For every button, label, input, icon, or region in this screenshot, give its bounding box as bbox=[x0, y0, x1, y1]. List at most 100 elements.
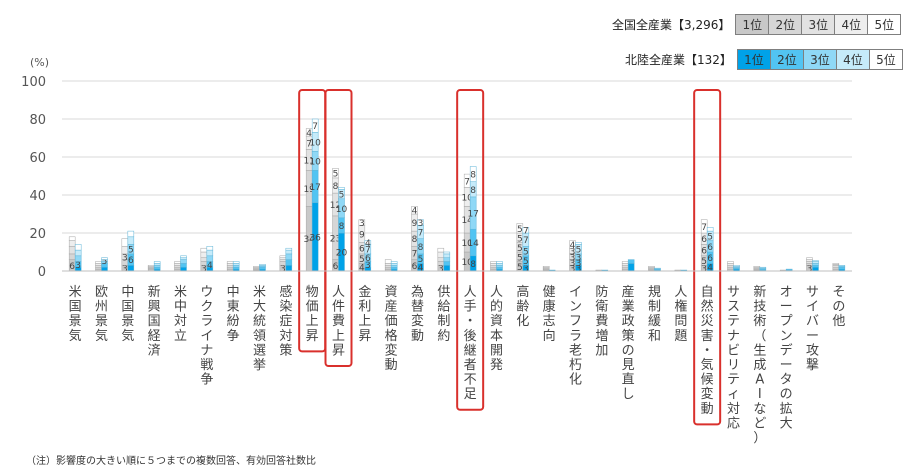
bar-segment bbox=[285, 253, 293, 260]
data-label: 3 bbox=[807, 265, 813, 275]
data-label: 3 bbox=[359, 219, 365, 229]
bar-segment bbox=[812, 260, 819, 262]
x-tick-label: 新技術（生成 A I など） bbox=[753, 284, 766, 445]
data-label: 3 bbox=[523, 265, 529, 275]
bar-segment bbox=[390, 265, 398, 268]
data-label: 5 bbox=[523, 257, 529, 267]
data-label: 17 bbox=[309, 183, 320, 193]
bar-segment bbox=[200, 261, 208, 266]
bar-segment bbox=[496, 261, 503, 264]
data-label: 8 bbox=[470, 260, 476, 270]
data-label: 34 bbox=[303, 235, 315, 245]
bar-segment bbox=[121, 238, 129, 247]
legend-national: 全国全産業【3,296】 1位 2位 3位 4位 5位 bbox=[612, 14, 902, 35]
data-label: 3 bbox=[365, 261, 371, 271]
bar-segment bbox=[706, 227, 714, 232]
data-label: 6 bbox=[707, 243, 713, 253]
data-label: 10 bbox=[461, 258, 473, 268]
data-label: 7 bbox=[412, 249, 418, 259]
x-tick-label: インフラ老朽化 bbox=[569, 285, 582, 388]
data-label: 12 bbox=[330, 201, 341, 211]
bar-segment bbox=[496, 266, 503, 270]
bar-segment bbox=[384, 259, 392, 264]
bar-segment bbox=[153, 265, 161, 268]
data-label: 3 bbox=[122, 265, 128, 275]
data-label: 7 bbox=[312, 122, 318, 132]
legend-national-rank-3: 3位 bbox=[801, 14, 836, 35]
bar-segment bbox=[437, 261, 445, 266]
data-label: 4 bbox=[418, 264, 424, 274]
bar-segment bbox=[332, 168, 339, 179]
x-tick-label: 産業政策の見直し bbox=[622, 284, 635, 402]
bar-segment bbox=[621, 266, 629, 270]
bar-segment bbox=[806, 259, 813, 262]
legend-national-rank-1: 1位 bbox=[735, 14, 770, 35]
bar-segment bbox=[180, 257, 187, 260]
data-label: 7 bbox=[523, 227, 529, 237]
footnote: （注）影響度の大きい順に５つまでの複数回答、有効回答社数比 bbox=[26, 456, 316, 467]
data-label: 5 bbox=[517, 253, 523, 263]
bar-segment bbox=[74, 255, 82, 262]
legend-hokuriku: 北陸全産業【132】 1位 2位 3位 4位 5位 bbox=[625, 49, 903, 70]
bar-segment bbox=[411, 206, 418, 215]
data-label: 3 bbox=[418, 219, 424, 229]
y-tick-label: 0 bbox=[38, 265, 46, 280]
bar-segment bbox=[654, 267, 661, 270]
legend-national-rank-4: 4位 bbox=[834, 14, 869, 35]
x-tick-label: 防衛費増加 bbox=[595, 284, 608, 358]
data-label: 6 bbox=[412, 262, 418, 272]
bar-segment bbox=[232, 261, 240, 264]
y-tick-label: 20 bbox=[29, 227, 46, 242]
data-label: 7 bbox=[701, 223, 707, 233]
data-label: 5 bbox=[517, 263, 523, 273]
data-label: 9 bbox=[412, 219, 418, 229]
bar-segment bbox=[496, 265, 503, 268]
data-label: 6 bbox=[701, 235, 707, 245]
data-label: 11 bbox=[303, 156, 314, 166]
bar-segment bbox=[153, 263, 161, 266]
bar-segment bbox=[68, 236, 76, 241]
bar-segment bbox=[384, 263, 392, 266]
data-label: 3 bbox=[75, 261, 81, 271]
x-tick-label: 規制緩和 bbox=[648, 285, 661, 344]
bar-segment bbox=[285, 247, 293, 251]
data-label: 3 bbox=[122, 253, 128, 263]
data-label: 3 bbox=[701, 265, 707, 275]
bar-segment bbox=[101, 257, 108, 260]
bar-segment bbox=[95, 266, 102, 270]
x-tick-label: サステナビリティ対応 bbox=[727, 285, 740, 431]
bar-segment bbox=[390, 263, 398, 266]
bar-segment bbox=[232, 265, 240, 268]
bar-segment bbox=[627, 259, 635, 264]
highlight-frame bbox=[324, 89, 353, 367]
data-label: 10 bbox=[309, 138, 321, 148]
bar-segment bbox=[338, 187, 345, 190]
bar-segment bbox=[95, 263, 102, 266]
bar-segment bbox=[832, 263, 840, 265]
legend-national-rank-5: 5位 bbox=[867, 14, 902, 35]
x-tick-label: その他 bbox=[832, 285, 845, 329]
data-label: 5 bbox=[418, 255, 424, 265]
data-label: 8 bbox=[339, 222, 345, 232]
data-label: 9 bbox=[359, 230, 365, 240]
bar-segment bbox=[759, 266, 767, 269]
data-label: 5 bbox=[517, 244, 523, 254]
bar-segment bbox=[232, 263, 240, 266]
bar-segment bbox=[390, 261, 398, 264]
data-label: 8 bbox=[412, 235, 418, 245]
bar-segment bbox=[174, 263, 181, 266]
bar-segment bbox=[180, 255, 187, 258]
bar-segment bbox=[648, 266, 655, 268]
bar-segment bbox=[127, 230, 135, 238]
bar-segment bbox=[226, 265, 234, 268]
bar-segment bbox=[522, 227, 530, 234]
legend-hokuriku-rank-5: 5位 bbox=[868, 49, 903, 70]
bar-segment bbox=[785, 268, 793, 271]
highlight-frame bbox=[693, 89, 722, 426]
data-label: 3 bbox=[576, 265, 582, 275]
data-label: 5 bbox=[333, 170, 339, 180]
bar-segment bbox=[206, 255, 214, 262]
bar-segment bbox=[812, 261, 819, 264]
bar-segment bbox=[279, 257, 287, 260]
